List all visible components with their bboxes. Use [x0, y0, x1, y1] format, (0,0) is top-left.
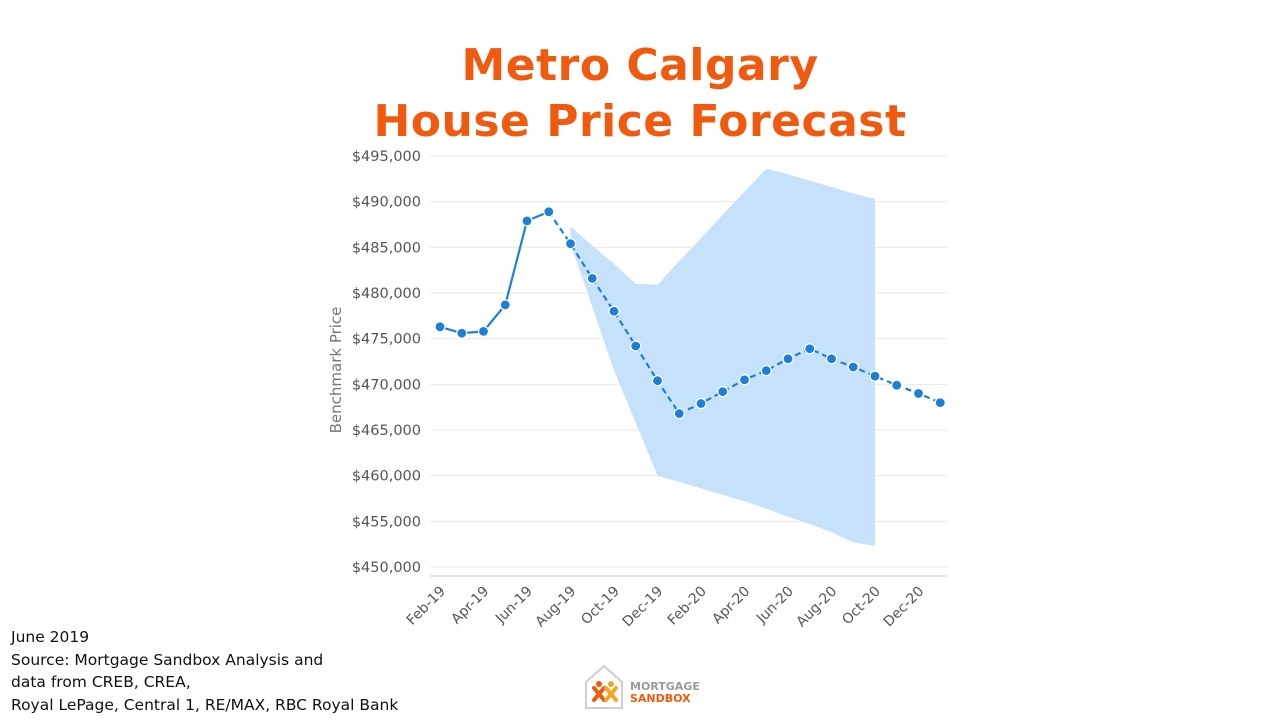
y-axis-label: Benchmark Price [327, 307, 345, 434]
data-point [825, 353, 838, 365]
data-point [651, 375, 664, 387]
y-tick-label: $485,000 [352, 240, 421, 256]
data-point [934, 397, 946, 409]
data-point [847, 361, 859, 373]
y-tick-label: $490,000 [352, 195, 421, 211]
data-point [738, 374, 751, 386]
x-tick-label: Aug-19 [533, 584, 580, 631]
source-line: Royal LePage, Central 1, RE/MAX, RBC Roy… [11, 695, 399, 714]
data-point [499, 299, 511, 311]
data-point [434, 321, 446, 333]
chart-title-line-2: House Price Forecast [373, 96, 907, 147]
data-point [477, 325, 490, 337]
y-tick-label: $470,000 [352, 377, 421, 393]
forecast-band-layer [570, 168, 875, 546]
y-tick-label: $480,000 [352, 286, 421, 302]
chart-title-line-1: Metro Calgary [461, 40, 819, 91]
data-point [564, 238, 577, 250]
forecast-range-band [570, 168, 875, 546]
y-tick-label: $475,000 [352, 332, 421, 348]
y-tick-label: $495,000 [352, 149, 421, 165]
data-point [912, 387, 925, 400]
y-axis-ticks: $495,000 $490,000 $485,000 $480,000 $475,000… [352, 149, 421, 576]
data-point [695, 397, 707, 410]
source-note: June 2019 Source: Mortgage Sandbox Analy… [11, 626, 398, 716]
y-tick-label: $450,000 [352, 560, 421, 576]
x-tick-label: Jun-20 [753, 584, 797, 628]
data-point [456, 327, 468, 339]
x-tick-label: Oct-19 [578, 584, 623, 629]
data-point [869, 370, 881, 382]
x-tick-label: Dec-19 [620, 584, 667, 631]
data-point [673, 407, 685, 420]
x-tick-label: Oct-20 [839, 584, 884, 629]
series-line-historical [439, 210, 550, 335]
y-tick-label: $465,000 [352, 423, 421, 439]
x-tick-label: Feb-19 [404, 584, 449, 629]
data-point [630, 340, 642, 352]
x-tick-label: Apr-20 [709, 584, 753, 628]
x-tick-label: Aug-20 [794, 584, 841, 631]
x-tick-label: Dec-20 [881, 584, 928, 631]
data-point [543, 206, 555, 218]
data-point [521, 215, 533, 227]
house-logo-icon [585, 664, 623, 709]
x-tick-label: Feb-20 [665, 584, 710, 629]
data-point [804, 343, 816, 355]
y-tick-label: $460,000 [352, 469, 421, 485]
data-point [782, 353, 794, 365]
y-tick-label: $455,000 [352, 514, 421, 530]
data-point [760, 365, 772, 377]
source-line: data from CREB, CREA, [11, 673, 191, 691]
logo-text-mortgage: MORTGAGE [630, 680, 700, 693]
source-line: Source: Mortgage Sandbox Analysis and [11, 650, 324, 669]
data-point [608, 305, 620, 317]
mortgage-sandbox-logo: MORTGAGE SANDBOX [584, 660, 704, 710]
x-tick-label: Apr-19 [448, 584, 492, 628]
data-points [434, 206, 946, 420]
source-date: June 2019 [11, 628, 90, 646]
logo-text-sandbox: SANDBOX [630, 692, 691, 705]
x-axis-ticks: Feb-19 Apr-19 Jun-19Aug-19Oct-19Dec-19Feb-… [404, 584, 928, 631]
data-point [891, 379, 903, 391]
data-point [586, 272, 598, 284]
data-point [717, 386, 729, 398]
x-tick-label: Jun-19 [492, 584, 536, 628]
